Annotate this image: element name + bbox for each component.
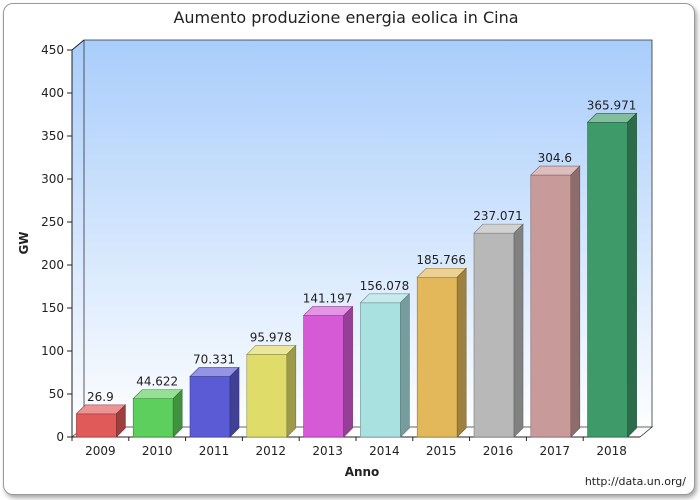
data-label: 185.766 [416, 253, 466, 267]
y-tick-label: 350 [41, 129, 64, 143]
plot-wall-outline [83, 39, 653, 427]
bar-front [473, 232, 515, 438]
bar-front [360, 302, 401, 438]
bar [473, 223, 524, 438]
y-axis-top-edge [71, 39, 85, 51]
x-tick-label: 2009 [85, 444, 116, 458]
data-label: 237.071 [473, 209, 523, 223]
y-tick-label: 250 [41, 215, 64, 229]
x-tick-label: 2011 [199, 444, 230, 458]
y-tick-label: 300 [41, 172, 64, 186]
y-tick-label: 400 [41, 86, 64, 100]
y-tick-label: 0 [56, 430, 64, 444]
bar-side [570, 165, 581, 438]
labels: 2009 26.9 2010 44.622 2011 70.331 2012 95.978 20… [85, 98, 636, 458]
y-axis-label: GW [17, 231, 31, 254]
bar-side [513, 223, 524, 438]
bar-side [400, 293, 410, 438]
data-label: 141.197 [303, 292, 353, 306]
bar-side [172, 388, 183, 438]
x-tick-label: 2010 [142, 444, 173, 458]
bar-front [246, 354, 288, 438]
data-label: 95.978 [250, 330, 292, 344]
bar-front [189, 376, 231, 438]
bar [530, 165, 581, 438]
data-label: 156.078 [360, 279, 410, 293]
bar [586, 112, 638, 438]
y-tick-label: 450 [41, 43, 64, 57]
data-label: 365.971 [587, 98, 637, 112]
x-tick-label: 2015 [426, 444, 457, 458]
bar [189, 366, 240, 438]
bar-side [627, 112, 637, 438]
x-tick-label: 2012 [256, 444, 287, 458]
x-tick-label: 2013 [312, 444, 343, 458]
x-tick-label: 2017 [540, 444, 571, 458]
bar-front [587, 121, 628, 438]
bar-front [76, 413, 117, 438]
y-tick-label: 150 [41, 301, 64, 315]
bar-front [132, 398, 174, 438]
data-label: 26.9 [87, 390, 114, 404]
data-label: 70.331 [193, 353, 235, 367]
source-note: http://data.un.org/ [585, 475, 686, 488]
x-tick-label: 2016 [483, 444, 514, 458]
bar-front [530, 174, 572, 438]
y-tick-label: 100 [41, 344, 64, 358]
bar-front [416, 276, 458, 438]
bar-side [456, 267, 467, 438]
bar [359, 293, 411, 438]
y-tick-label: 200 [41, 258, 64, 272]
x-axis-label: Anno [345, 465, 380, 479]
bar [246, 344, 297, 438]
bar [75, 404, 127, 438]
chart-title: Aumento produzione energia eolica in Cin… [173, 8, 518, 27]
bar-side [343, 305, 353, 438]
data-label: 304.6 [538, 151, 572, 165]
x-tick-label: 2018 [596, 444, 627, 458]
y-tick-label: 50 [49, 387, 64, 401]
bar [416, 267, 467, 438]
bar-side [229, 366, 240, 438]
bar [302, 305, 354, 438]
x-tick-label: 2014 [369, 444, 400, 458]
bar-side [286, 344, 297, 438]
data-label: 44.622 [136, 375, 178, 389]
bar-front [303, 315, 344, 438]
bars [75, 112, 638, 438]
bar-side [116, 404, 126, 438]
bar [132, 388, 183, 438]
